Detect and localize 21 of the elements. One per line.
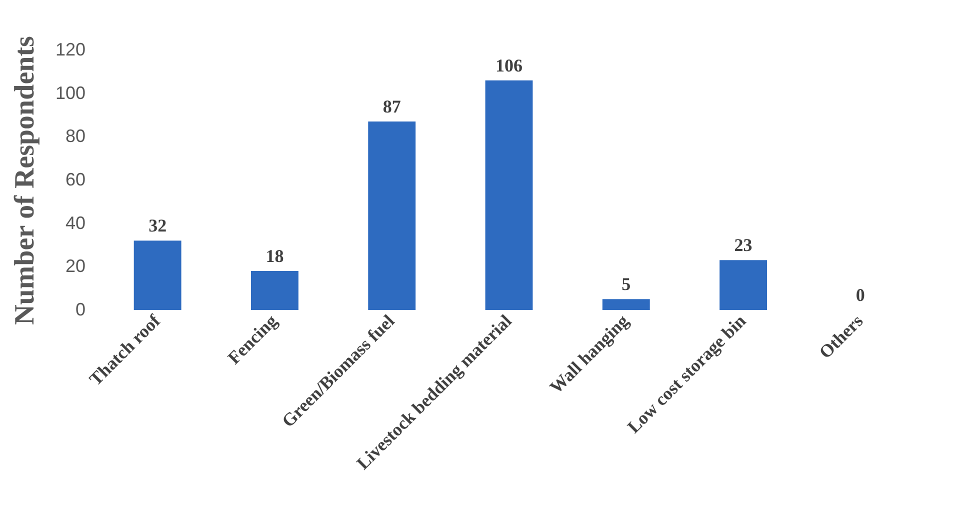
y-tick-label: 0 xyxy=(75,300,86,320)
data-label: 106 xyxy=(496,55,522,76)
bar xyxy=(602,299,650,310)
bar xyxy=(720,260,768,310)
bar xyxy=(485,80,533,310)
bar xyxy=(250,271,298,310)
y-axis-title: Number of Respondents xyxy=(9,36,40,325)
data-label: 18 xyxy=(266,246,284,266)
y-tick-label: 20 xyxy=(65,256,86,276)
data-label: 32 xyxy=(148,216,167,236)
data-label: 5 xyxy=(622,274,631,294)
y-tick-label: 120 xyxy=(55,40,86,60)
y-tick-label: 80 xyxy=(65,126,86,146)
data-label: 0 xyxy=(856,285,865,305)
y-tick-label: 40 xyxy=(65,212,86,233)
bar xyxy=(134,240,182,310)
data-label: 23 xyxy=(734,235,752,256)
data-label: 87 xyxy=(382,96,401,116)
y-tick-label: 100 xyxy=(55,82,86,103)
y-tick-label: 60 xyxy=(65,170,86,190)
bar xyxy=(368,122,416,310)
